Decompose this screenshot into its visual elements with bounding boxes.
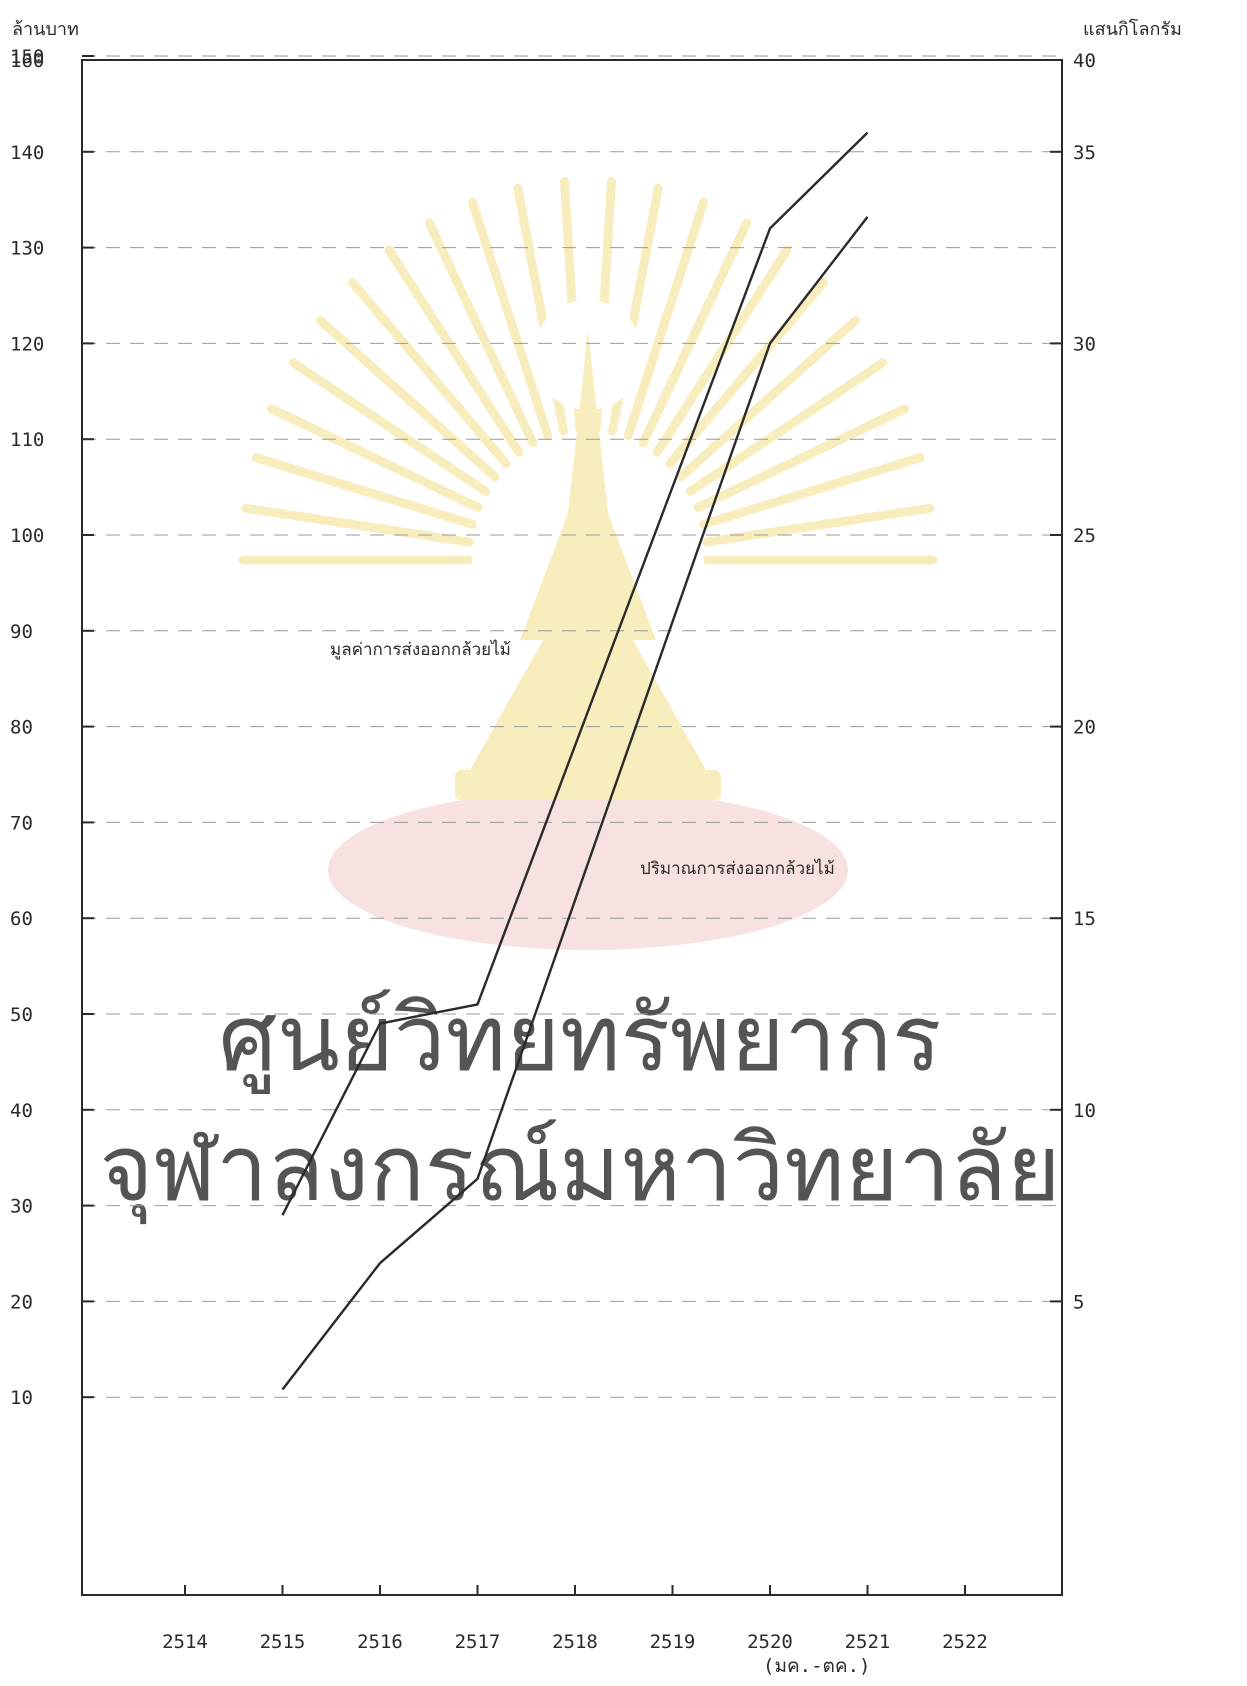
ray-mark [676, 316, 861, 482]
emblem-icon [238, 176, 938, 950]
series-label-value: มูลค่าการส่งออกกล้วยไม้ [330, 639, 511, 660]
left-tick-label: 130 [10, 238, 44, 260]
right-tick-label: 40 [1073, 50, 1096, 72]
left-tick-label: 160 [10, 50, 44, 72]
x-tick-label: 2514 [162, 1631, 208, 1653]
left-tick-label: 10 [10, 1387, 33, 1409]
ray-mark [623, 197, 709, 441]
ray-mark [251, 453, 477, 529]
x-tick-label: 2517 [455, 1631, 501, 1653]
x-tick-label: 2515 [260, 1631, 306, 1653]
ray-mark [267, 404, 483, 512]
left-tick-label: 70 [10, 812, 33, 834]
left-tick-label: 110 [10, 429, 44, 451]
right-tick-label: 20 [1073, 717, 1096, 739]
watermark-line-1: ศูนย์วิทยทรัพยากร [219, 985, 942, 1094]
left-tick-label: 20 [10, 1291, 33, 1313]
left-tick-label: 60 [10, 908, 33, 930]
right-tick-label: 15 [1073, 908, 1096, 930]
series-line-volume [281, 216, 869, 1391]
watermark: ศูนย์วิทยทรัพยากร จุฬาลงกรณ์มหาวิทยาลัย [99, 176, 1061, 1225]
x-tick-label: 2522 [942, 1631, 988, 1653]
right-tick-label: 10 [1073, 1100, 1096, 1122]
ray-mark [699, 453, 925, 529]
x-tick-label: 2518 [552, 1631, 598, 1653]
right-tick-label: 5 [1073, 1291, 1084, 1313]
right-axis: 5 10 15 20 25 30 35 40 [1050, 50, 1096, 1313]
ray-mark [241, 503, 474, 547]
x-tick-label: 2520 [747, 1631, 793, 1653]
left-tick-label: 30 [10, 1196, 33, 1218]
x-tick-label: 2521 [845, 1631, 891, 1653]
x-axis: 2514 2515 2516 2517 2518 2519 2520 2521 2522 [162, 1585, 988, 1653]
ray-mark [424, 218, 538, 448]
ray-mark [693, 404, 909, 512]
left-tick-label: 80 [10, 717, 33, 739]
right-axis-unit: แสนกิโลกรัม [1083, 18, 1182, 40]
left-tick-label: 140 [10, 142, 44, 164]
plot-frame [81, 59, 1063, 1596]
right-tick-label: 25 [1073, 525, 1096, 547]
right-tick-label: 35 [1073, 142, 1096, 164]
left-tick-label: 50 [10, 1004, 33, 1026]
grid [82, 55, 1062, 1398]
ray-mark [702, 503, 935, 547]
x-axis-note: (มค.-ตค.) [763, 1655, 870, 1677]
ray-mark [315, 316, 500, 482]
ray-mark [652, 245, 792, 457]
series-line-value [281, 131, 869, 1216]
left-tick-label: 150 [10, 46, 44, 68]
ray-mark [384, 245, 524, 457]
ray-mark [638, 218, 752, 448]
left-tick-label: 120 [10, 333, 44, 355]
series-layer [281, 131, 869, 1391]
x-tick-label: 2516 [357, 1631, 403, 1653]
ray-mark [665, 278, 828, 469]
left-tick-label: 100 [10, 525, 44, 547]
right-tick-label: 30 [1073, 333, 1096, 355]
ray-mark [348, 278, 511, 469]
ray-mark [686, 358, 888, 496]
left-tick-label: 90 [10, 621, 33, 643]
series-label-volume: ปริมาณการส่งออกกล้วยไม้ [640, 858, 835, 879]
left-axis-unit: ล้านบาท [12, 19, 79, 40]
left-tick-label: 40 [10, 1100, 33, 1122]
x-tick-label: 2519 [650, 1631, 696, 1653]
ray-mark [467, 197, 553, 441]
ray-mark [288, 358, 490, 496]
watermark-line-2: จุฬาลงกรณ์มหาวิทยาลัย [99, 1115, 1060, 1225]
